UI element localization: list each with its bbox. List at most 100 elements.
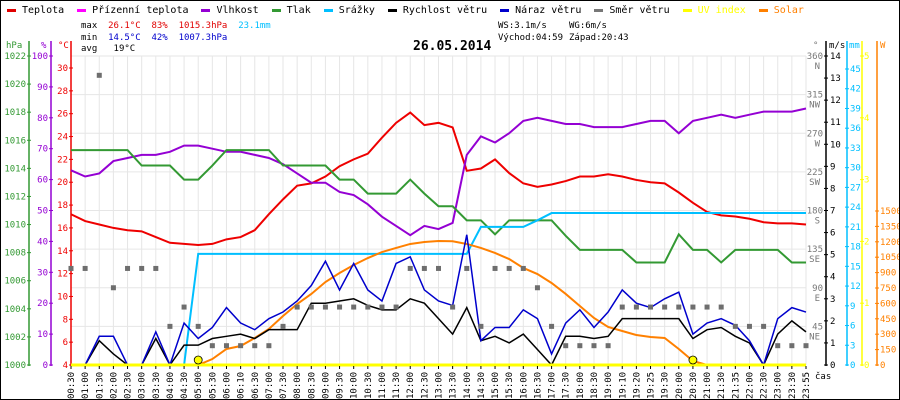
solar-tick-label: 1500 [880, 207, 900, 217]
min-pressure: 1007.3hPa [178, 33, 228, 43]
wind-direction-point [407, 265, 413, 271]
wind-direction-point [746, 323, 752, 329]
pressure-tick-label: 1002 [4, 333, 26, 343]
pressure-tick-label: 1014 [4, 164, 26, 174]
series-line-tlak [71, 149, 806, 264]
pressure-tick-label: 1018 [4, 108, 26, 118]
uv-tick-label: 1 [864, 299, 869, 309]
x-tick-label: 04:30 [180, 372, 190, 399]
temperature-tick-label: 8 [63, 315, 68, 325]
legend-item: Rychlost větru [387, 5, 488, 16]
wind-direction-point [520, 265, 526, 271]
legend-item: UV index [682, 5, 746, 16]
wind-direction-point [238, 343, 244, 349]
wind-speed-tick-label: 13 [830, 74, 841, 84]
wind-direction-point [478, 323, 484, 329]
wind-direction-point [605, 343, 611, 349]
legend-swatch [594, 9, 604, 12]
humidity-tick-label: 20 [37, 299, 48, 309]
x-tick-label: 06:10 [237, 372, 247, 399]
solar-tick-label: 0 [880, 361, 885, 371]
max-temp: 26.1°C [108, 21, 141, 31]
solar-tick-label: 600 [880, 299, 896, 309]
rain-tick-label: 12 [850, 282, 861, 292]
uv-tick-label: 4 [864, 114, 869, 124]
direction-compass-label: S [815, 217, 820, 227]
legend-label: Rychlost větru [402, 5, 488, 16]
legend-swatch [7, 9, 16, 12]
direction-tick-label: 225 [807, 168, 823, 178]
wind-speed-tick-label: 12 [830, 96, 841, 106]
x-tick-label: 23:55 [802, 372, 812, 399]
wind-direction-point [492, 265, 498, 271]
wind-direction-point [322, 304, 328, 310]
uv-tick-label: 0 [864, 361, 869, 371]
wind-direction-point [294, 304, 300, 310]
wind-direction-point [308, 304, 314, 310]
wind-direction-point [280, 323, 286, 329]
rain-tick-label: 36 [850, 124, 861, 134]
direction-compass-label: NW [809, 101, 820, 111]
x-tick-label: 19:30 [661, 372, 671, 399]
x-tick-label: 21:00 [703, 372, 713, 399]
stats-max-row: max 26.1°C 83% 1015.3hPa 23.1mm [81, 21, 271, 32]
humidity-tick-label: 100 [32, 52, 48, 62]
rain-tick-label: 42 [850, 85, 861, 95]
series-line-vlhkost [70, 107, 807, 237]
temperature-tick-label: 24 [57, 133, 68, 143]
legend-label: Teplota [22, 5, 65, 16]
temperature-tick-label: 22 [57, 155, 68, 165]
rain-tick-label: 33 [850, 144, 861, 154]
legend-item: Směr větru [594, 5, 670, 16]
humidity-tick-label: 0 [43, 361, 48, 371]
x-tick-label: 12:00 [406, 372, 416, 399]
x-tick-label: 14:30 [477, 372, 487, 399]
x-tick-label: 19:20 [632, 372, 642, 399]
rain-tick-label: 9 [850, 302, 855, 312]
legend-label: Srážky [338, 5, 375, 16]
solar-tick-label: 750 [880, 284, 896, 294]
pressure-tick-label: 1012 [4, 192, 26, 202]
humidity-tick-label: 80 [37, 114, 48, 124]
temperature-tick-label: 16 [57, 224, 68, 234]
direction-compass-label: SE [809, 255, 820, 265]
temperature-tick-label: 6 [63, 338, 68, 348]
x-tick-label: 05:00 [194, 372, 204, 399]
wind-direction-point [676, 304, 682, 310]
wind-direction-point [436, 265, 441, 271]
wind-speed-tick-label: 1 [830, 339, 835, 349]
humidity-tick-label: 10 [37, 330, 48, 340]
wind-direction-point [365, 304, 371, 310]
wind-direction-point [139, 265, 145, 271]
legend-label: Přízenní teplota [92, 5, 189, 16]
x-tick-label: 20:00 [675, 372, 685, 399]
wind-direction-point [223, 343, 229, 349]
uv-tick-label: 3 [864, 176, 869, 186]
legend-swatch [323, 9, 333, 12]
wind-speed-tick-label: 2 [830, 317, 835, 327]
wind-speed-tick-label: 3 [830, 295, 835, 305]
pressure-tick-label: 1000 [4, 361, 26, 371]
legend-label: Tlak [286, 5, 311, 16]
x-tick-label: 11:30 [392, 372, 402, 399]
x-tick-label: 07:00 [265, 372, 275, 399]
temperature-tick-label: 4 [63, 361, 68, 371]
rain-tick-label: 30 [850, 164, 861, 174]
wind-direction-point [153, 265, 159, 271]
legend: Teplota Přízenní teplota Vlhkost Tlak Srážky… [7, 5, 817, 16]
temperature-tick-label: 18 [57, 201, 68, 211]
x-tick-label: 22:00 [745, 372, 755, 399]
legend-item: Přízenní teplota [77, 5, 188, 16]
x-tick-label: 19:10 [618, 372, 628, 399]
legend-item: Náraz větru [500, 5, 581, 16]
min-humidity: 42% [151, 33, 168, 43]
direction-compass-label: E [815, 294, 820, 304]
direction-tick-label: 180 [807, 207, 823, 217]
min-label: min [81, 33, 98, 43]
legend-label: Vlhkost [216, 5, 259, 16]
solar-tick-label: 450 [880, 315, 896, 325]
temperature-tick-label: 10 [57, 292, 68, 302]
wind-direction-point [789, 343, 795, 349]
x-tick-label: 23:00 [774, 372, 784, 399]
legend-swatch [758, 9, 768, 12]
